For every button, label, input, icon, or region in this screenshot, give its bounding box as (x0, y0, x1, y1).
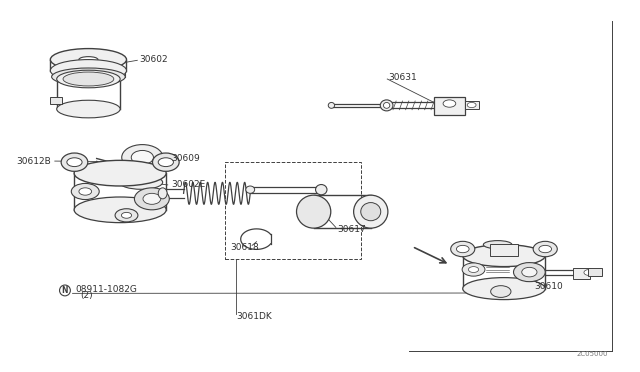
Ellipse shape (246, 186, 255, 193)
Ellipse shape (74, 160, 166, 186)
Bar (588, 269, 602, 276)
Ellipse shape (361, 203, 381, 221)
Ellipse shape (533, 241, 557, 257)
Text: 30631: 30631 (388, 73, 417, 83)
Text: 30602E: 30602E (171, 180, 205, 189)
Circle shape (79, 188, 92, 195)
Circle shape (468, 267, 479, 272)
Text: 30612B: 30612B (17, 157, 51, 166)
Ellipse shape (152, 153, 179, 171)
Bar (465, 101, 479, 109)
Ellipse shape (74, 197, 166, 223)
Circle shape (67, 158, 82, 167)
Circle shape (443, 100, 456, 107)
Circle shape (539, 246, 552, 253)
Text: (2): (2) (80, 291, 93, 300)
Ellipse shape (451, 241, 475, 257)
Text: 30617: 30617 (338, 225, 367, 234)
Text: 08911-1082G: 08911-1082G (76, 285, 138, 294)
Text: 30618: 30618 (230, 243, 259, 252)
Ellipse shape (61, 153, 88, 171)
Ellipse shape (316, 185, 327, 195)
Ellipse shape (383, 102, 390, 108)
Ellipse shape (122, 145, 163, 170)
Ellipse shape (131, 150, 154, 164)
Circle shape (122, 212, 132, 218)
Ellipse shape (463, 278, 545, 299)
Ellipse shape (120, 175, 163, 189)
Ellipse shape (63, 72, 114, 86)
Circle shape (462, 263, 485, 276)
Ellipse shape (143, 193, 161, 204)
Ellipse shape (57, 100, 120, 118)
Ellipse shape (483, 241, 512, 248)
Bar (225, 162, 361, 259)
Text: 30609: 30609 (171, 154, 200, 163)
Ellipse shape (354, 195, 388, 228)
Ellipse shape (79, 57, 98, 62)
Circle shape (491, 286, 511, 297)
Ellipse shape (380, 100, 393, 111)
Ellipse shape (463, 245, 545, 267)
Ellipse shape (52, 68, 125, 86)
Ellipse shape (158, 188, 167, 199)
Circle shape (71, 183, 99, 199)
Ellipse shape (513, 263, 545, 282)
Text: 3061DK: 3061DK (236, 312, 272, 321)
Bar (51, 97, 62, 103)
Circle shape (467, 102, 476, 108)
Bar (490, 244, 518, 256)
Text: 2C05000: 2C05000 (577, 351, 609, 357)
Ellipse shape (296, 195, 331, 228)
Circle shape (115, 209, 138, 222)
Text: 30610: 30610 (534, 282, 563, 291)
Bar (573, 269, 590, 279)
Circle shape (584, 270, 594, 275)
Ellipse shape (51, 49, 127, 71)
Ellipse shape (134, 188, 170, 210)
Ellipse shape (522, 267, 537, 277)
Circle shape (158, 158, 173, 167)
Ellipse shape (51, 60, 127, 81)
Circle shape (456, 246, 469, 253)
Ellipse shape (57, 70, 120, 88)
Text: 30602: 30602 (139, 55, 168, 64)
Bar (434, 97, 465, 115)
Text: N: N (61, 286, 68, 295)
Ellipse shape (328, 102, 335, 108)
